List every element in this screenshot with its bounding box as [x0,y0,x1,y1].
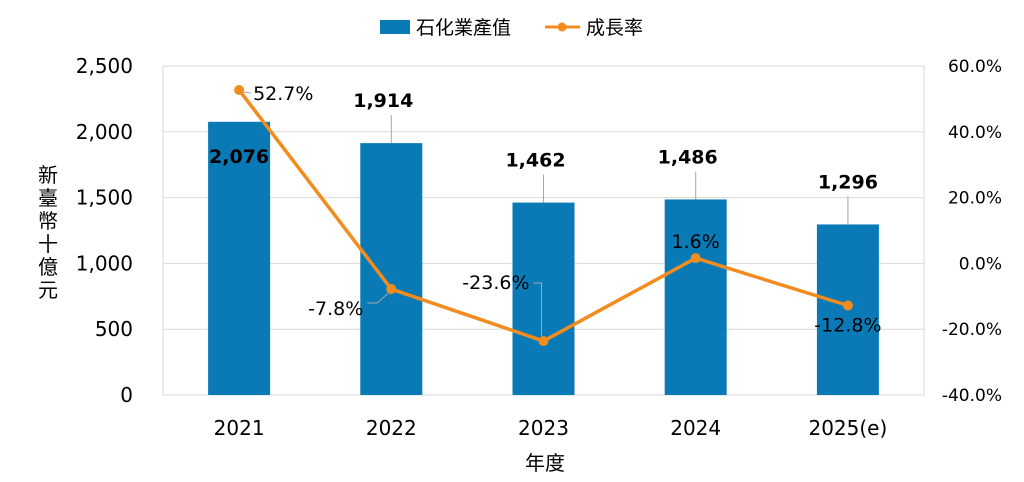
line-data-label: -12.8% [814,315,881,337]
y2-tick-label: 20.0% [948,189,1002,209]
y-tick-label: 500 [95,317,133,341]
y2-tick-label: 60.0% [948,57,1002,77]
y-axis-title-char: 元 [38,278,58,302]
y-tick-label: 0 [120,383,133,407]
leader-line [243,91,252,94]
y-tick-label: 2,000 [76,120,133,144]
growth-point-2024 [690,253,701,264]
x-tick-label: 2023 [518,416,569,440]
x-tick-label: 2021 [214,416,265,440]
bar-2023 [512,202,575,395]
y-axis-left: 0 500 1,000 1,500 2,000 2,500 [76,54,133,407]
y-axis-title-char: 億 [38,255,58,279]
legend-bar-label: 石化業產值 [416,17,511,39]
bar-2022 [360,143,423,395]
x-axis-title: 年度 [525,451,565,475]
y-axis-right: -40.0% -20.0% 0.0% 20.0% 40.0% 60.0% [942,57,1002,406]
growth-point-2023 [538,336,549,347]
y-axis-title: 新臺幣十億元 [38,163,58,302]
bar-2024 [664,199,727,395]
y-tick-label: 2,500 [76,54,133,78]
y-axis-title-char: 新 [38,163,58,187]
y2-tick-label: -20.0% [942,320,1002,340]
y-tick-label: 1,500 [76,186,133,210]
line-data-label: 1.6% [672,231,720,253]
line-data-label: 52.7% [253,83,313,105]
growth-point-2025(e) [842,300,853,311]
x-tick-label: 2022 [366,416,417,440]
growth-point-2022 [386,284,397,295]
growth-point-2021 [234,85,245,96]
x-axis: 2021 2022 2023 2024 2025(e) [214,416,888,440]
x-tick-label: 2025(e) [808,416,887,440]
leader-line [367,292,389,304]
y2-tick-label: 0.0% [959,254,1002,274]
y2-tick-label: 40.0% [948,123,1002,143]
y-axis-title-char: 臺 [38,186,58,210]
line-data-label: -7.8% [308,298,363,320]
bar-series [208,121,879,395]
legend-line-label: 成長率 [586,17,643,39]
legend-bar-swatch [380,20,410,34]
y-axis-title-char: 幣 [38,209,58,233]
legend: 石化業產值 成長率 [380,17,643,39]
bar-data-label: 1,296 [818,171,878,193]
bar-data-label: 1,914 [353,90,413,112]
y2-tick-label: -40.0% [942,386,1002,406]
x-tick-label: 2024 [670,416,721,440]
bar-data-label: 1,486 [658,146,718,168]
y-tick-label: 1,000 [76,251,133,275]
y-axis-title-char: 十 [38,232,58,256]
leader-line [533,282,542,337]
line-data-label: -23.6% [462,272,529,294]
bar-2021 [208,121,271,395]
data-labels: 2,076 1,914 1,462 1,486 1,296 52.7% -7.8% -23.6… [209,83,881,336]
bar-data-label: 1,462 [505,150,565,172]
legend-line-marker [557,22,567,32]
line-series [234,85,853,347]
bar-data-label: 2,076 [209,146,269,168]
